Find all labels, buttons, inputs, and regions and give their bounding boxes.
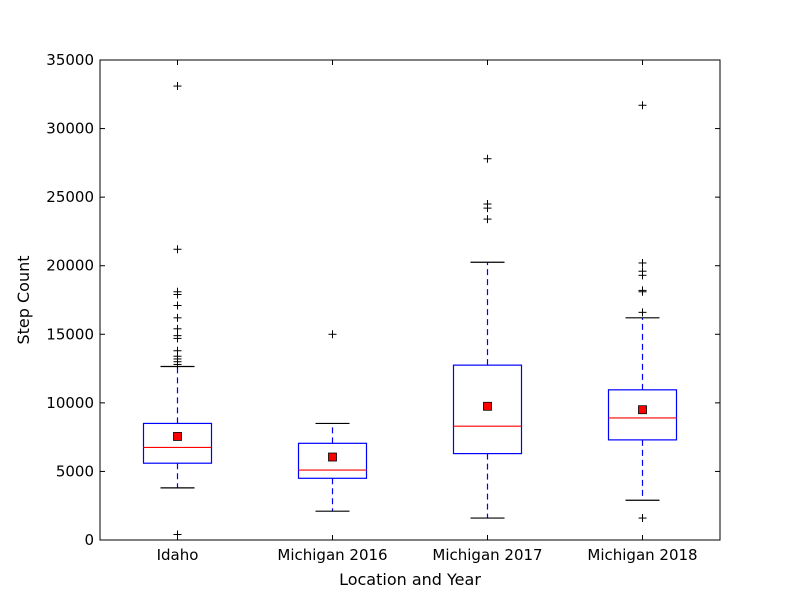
plot-area (142, 82, 678, 539)
box-group (297, 330, 368, 512)
box-iqr (297, 442, 368, 479)
outlier-point (173, 82, 182, 91)
outlier-point (173, 245, 182, 254)
x-tick-label: Michigan 2016 (277, 546, 387, 564)
outlier-point (173, 301, 182, 310)
mean-marker (483, 401, 492, 411)
outlier-point (638, 267, 647, 276)
outlier-point (638, 514, 647, 523)
box-iqr (142, 422, 213, 464)
outlier-point (173, 287, 182, 296)
outlier-point (483, 200, 492, 208)
box-group (607, 101, 678, 523)
outlier-point (173, 346, 182, 355)
y-axis-label: Step Count (14, 255, 33, 344)
box-iqr (452, 364, 523, 455)
y-tick-label: 30000 (46, 120, 94, 138)
y-tick-label: 15000 (46, 325, 94, 343)
x-axis-label: Location and Year (339, 570, 481, 589)
outlier-point (483, 154, 492, 163)
y-tick-label: 10000 (46, 394, 94, 412)
mean-marker (638, 405, 647, 415)
x-tick-label: Michigan 2018 (587, 546, 697, 564)
outlier-point (638, 101, 647, 110)
outlier-point (483, 215, 492, 224)
y-tick-label: 35000 (46, 51, 94, 69)
y-tick-label: 0 (84, 531, 94, 549)
outlier-point (173, 324, 182, 333)
box-iqr (607, 389, 678, 441)
x-tick-label: Idaho (157, 546, 199, 564)
outlier-point (638, 286, 647, 295)
mean-marker (328, 452, 337, 462)
y-tick-label: 20000 (46, 257, 94, 275)
box-group (452, 154, 523, 519)
axes: 0 5000 10000 15000 20000 25000 30000 35000 Idaho… (46, 51, 720, 564)
outlier-point (638, 308, 647, 317)
y-tick-label: 25000 (46, 188, 94, 206)
x-tick-label: Michigan 2017 (432, 546, 542, 564)
outlier-point (328, 330, 337, 339)
plot-frame (99, 59, 721, 541)
y-tick-label: 5000 (56, 462, 94, 480)
outlier-point (638, 258, 647, 267)
mean-marker (173, 432, 182, 441)
outlier-point (173, 331, 182, 340)
box-group (142, 82, 213, 539)
outlier-point (173, 313, 182, 322)
